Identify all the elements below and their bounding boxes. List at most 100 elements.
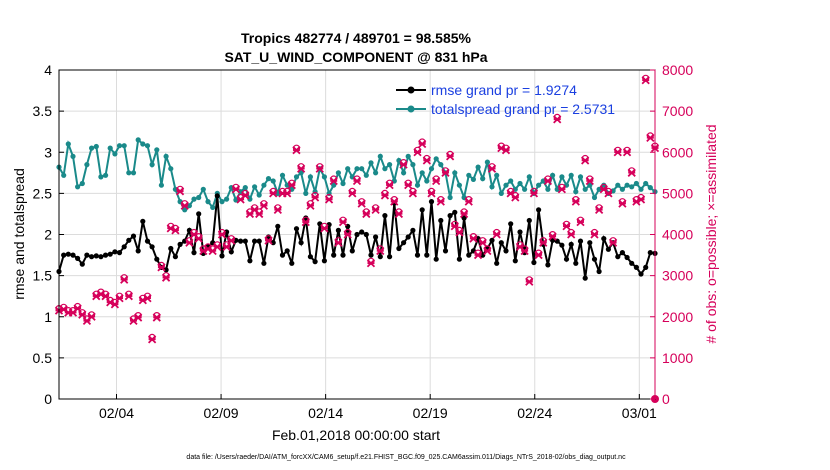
y-left-tick-label: 2.5 (33, 185, 53, 201)
obs-assimilated-marker (306, 201, 315, 210)
y-left-tick-label: 0 (44, 391, 52, 407)
obs-assimilated-marker (469, 234, 478, 243)
totalspread-point (591, 194, 598, 201)
obs-assimilated-marker (473, 250, 483, 260)
totalspread-point (140, 141, 146, 147)
totalspread-point (568, 172, 574, 178)
rmse-point (349, 248, 355, 254)
rmse-point (498, 240, 504, 246)
totalspread-point (345, 166, 351, 172)
x-tick-label: 02/04 (99, 405, 134, 421)
rmse-point (512, 258, 518, 264)
obs-assimilated-marker (418, 139, 427, 149)
obs-assimilated-marker (427, 189, 436, 198)
rmse-point (149, 244, 155, 250)
obs-assimilated-marker (459, 209, 469, 219)
obs-assimilated-marker (348, 189, 357, 198)
obs-assimilated-marker (525, 277, 534, 286)
totalspread-point (559, 174, 565, 180)
rmse-point (414, 252, 421, 258)
rmse-point (289, 260, 295, 266)
rmse-point (303, 215, 309, 221)
totalspread-point (643, 180, 649, 187)
rmse-point (335, 227, 341, 233)
rmse-point (601, 236, 607, 242)
obs-assimilated-marker (222, 242, 231, 251)
rmse-point (107, 251, 113, 257)
y-right-tick-label: 7000 (662, 103, 693, 119)
totalspread-point (480, 176, 486, 182)
y-left-tick-label: 1.5 (33, 268, 53, 284)
totalspread-point (526, 174, 532, 180)
totalspread-point (401, 170, 407, 176)
y-right-tick-label: 6000 (662, 144, 693, 160)
obs-assimilated-marker (604, 189, 613, 198)
totalspread-point (638, 186, 644, 192)
rmse-point (219, 253, 225, 259)
totalspread-point (387, 162, 393, 168)
rmse-point (154, 256, 160, 262)
y-left-tick-label: 3.5 (33, 103, 53, 119)
obs-assimilated-marker (432, 176, 441, 186)
totalspread-point (582, 186, 588, 192)
obs-assimilated-marker (390, 197, 399, 206)
obs-assimilated-marker (483, 246, 492, 256)
rmse-point (321, 258, 327, 264)
rmse-point (587, 240, 593, 246)
totalspread-point (522, 186, 528, 192)
x-axis-label: Feb.01,2018 00:00:00 start (272, 427, 440, 443)
rmse-point (163, 267, 169, 273)
obs-assimilated-marker (143, 294, 152, 303)
totalspread-point (205, 199, 211, 205)
totalspread-point (466, 172, 472, 178)
rmse-point (363, 231, 369, 238)
rmse-point (340, 252, 346, 258)
obs-assimilated-marker (161, 273, 171, 282)
obs-assimilated-marker (352, 176, 362, 186)
obs-assimilated-marker (455, 228, 464, 237)
totalspread-point (340, 180, 346, 187)
obs-count-series (54, 74, 660, 403)
totalspread-point (196, 194, 202, 201)
rmse-point (359, 229, 365, 235)
rmse-point (577, 238, 584, 244)
rmse-point (489, 237, 495, 243)
rmse-point (312, 259, 318, 265)
obs-assimilated-marker (529, 189, 539, 198)
obs-assimilated-marker (557, 185, 567, 194)
chart-subtitle: SAT_U_WIND_COMPONENT @ 831 hPa (224, 49, 487, 65)
y-right-tick-label: 5000 (662, 185, 693, 201)
rmse-point (387, 254, 393, 260)
totalspread-point (144, 143, 151, 149)
rmse-point (61, 252, 67, 258)
totalspread-point (508, 178, 514, 184)
totalspread-point (79, 180, 85, 187)
y-right-axis-label: # of obs: o=possible; ×=assimilated (703, 124, 719, 343)
obs-assimilated-marker (539, 238, 548, 247)
rmse-point (517, 229, 523, 235)
rmse-point (196, 211, 202, 217)
obs-assimilated-marker (320, 224, 329, 233)
obs-assimilated-marker (269, 189, 278, 198)
totalspread-point (154, 147, 160, 153)
rmse-point (177, 241, 183, 247)
obs-assimilated-marker (436, 197, 445, 206)
totalspread-point (354, 166, 360, 172)
obs-assimilated-marker (185, 238, 194, 247)
totalspread-point (545, 186, 551, 192)
rmse-point (568, 241, 574, 247)
obs-assimilated-marker (259, 201, 269, 210)
rmse-point (377, 254, 383, 260)
totalspread-point (452, 170, 458, 176)
rmse-point (103, 252, 109, 258)
y-left-axis-ticks: 0 0.5 1 1.5 2 2.5 3 3.5 4 (33, 62, 64, 407)
totalspread-point (321, 174, 327, 180)
rmse-point (545, 262, 551, 268)
y-left-tick-label: 4 (44, 62, 52, 78)
x-tick-label: 03/01 (622, 405, 657, 421)
obs-assimilated-marker (404, 181, 413, 190)
obs-assimilated-marker (283, 189, 292, 198)
obs-assimilated-marker (422, 156, 431, 165)
rmse-point (191, 250, 197, 256)
totalspread-point (233, 197, 239, 203)
